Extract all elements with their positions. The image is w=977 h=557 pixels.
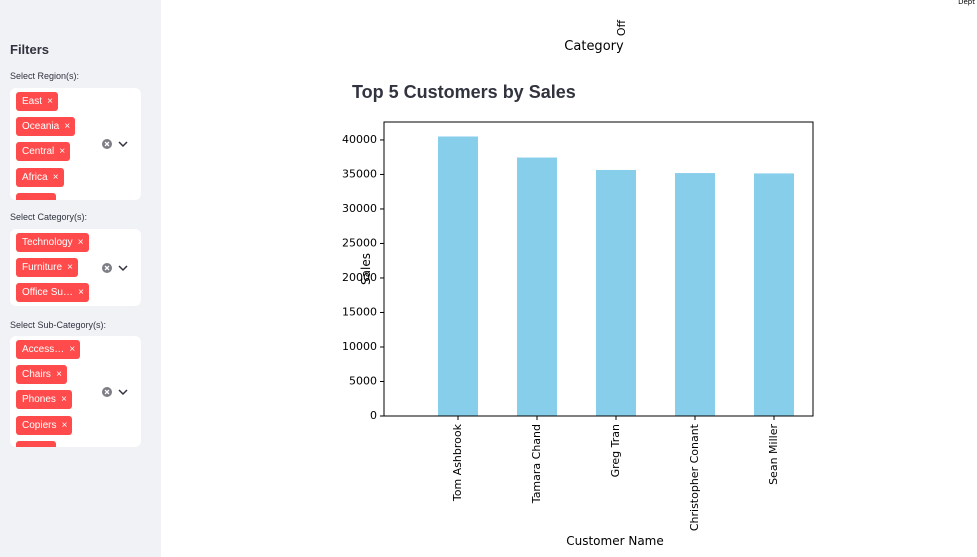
fragment-corner: Dept xyxy=(958,0,975,6)
y-tick-label: 10000 xyxy=(342,340,377,353)
x-tick-label: Tamara Chand xyxy=(530,424,543,504)
y-tick-label: 15000 xyxy=(342,305,377,318)
y-tick-label: 0 xyxy=(370,409,377,422)
tag[interactable]: Office Su… xyxy=(16,283,89,303)
tag[interactable]: Access… xyxy=(16,340,81,359)
y-tick-label: 30000 xyxy=(342,202,377,215)
select-icons[interactable] xyxy=(101,386,131,398)
chart-title: Top 5 Customers by Sales xyxy=(352,82,576,102)
fragment-tick: Off xyxy=(615,19,628,36)
tag[interactable]: Central xyxy=(16,142,71,162)
tag[interactable]: Copiers xyxy=(16,415,73,435)
filter-label: Select Region(s): xyxy=(10,71,80,81)
sidebar: Filters Select Region(s): East Oceania Cent… xyxy=(0,0,161,557)
multiselect[interactable]: Technology Furniture Office Su… xyxy=(10,229,141,306)
bar xyxy=(517,157,557,417)
x-tick-label: Tom Ashbrook xyxy=(451,423,464,502)
y-axis-label: Sales xyxy=(359,253,373,285)
bar xyxy=(438,136,478,416)
bar xyxy=(754,173,794,416)
tag[interactable]: Africa xyxy=(16,167,64,187)
x-tick-label: Sean Miller xyxy=(767,424,780,485)
tag[interactable]: Oceania xyxy=(16,117,76,137)
bar xyxy=(596,169,636,416)
y-tick-label: 20000 xyxy=(342,271,377,284)
chart: Off Category Dept Top 5 Customers by Sal… xyxy=(342,0,975,548)
tag[interactable]: Phones xyxy=(16,390,72,410)
filter-label: Select Sub-Category(s): xyxy=(10,320,107,330)
y-tick-label: 40000 xyxy=(342,133,377,146)
sidebar-title: Filters xyxy=(10,42,50,57)
multiselect[interactable]: East Oceania Central Africa xyxy=(10,88,141,200)
select-icons[interactable] xyxy=(101,262,131,274)
plot-frame xyxy=(383,121,814,417)
fragment-axis-label: Category xyxy=(564,39,624,54)
tag-clipped xyxy=(16,192,56,200)
x-axis-label: Customer Name xyxy=(566,534,664,548)
select-icons[interactable] xyxy=(101,138,131,150)
x-tick-label: Christopher Conant xyxy=(688,423,701,531)
tag[interactable]: Technology xyxy=(16,233,89,252)
y-tick-label: 25000 xyxy=(342,236,377,249)
filter-label: Select Category(s): xyxy=(10,212,88,222)
tag-clipped xyxy=(16,440,56,447)
x-tick-label: Greg Tran xyxy=(609,424,622,477)
bar xyxy=(675,173,715,416)
tag[interactable]: Furniture xyxy=(16,258,79,278)
tag[interactable]: East xyxy=(16,92,59,111)
y-tick-label: 35000 xyxy=(342,167,377,180)
tag[interactable]: Chairs xyxy=(16,365,67,385)
multiselect[interactable]: Access… Chairs Phones Copiers xyxy=(10,336,141,447)
y-tick-label: 5000 xyxy=(349,374,377,387)
